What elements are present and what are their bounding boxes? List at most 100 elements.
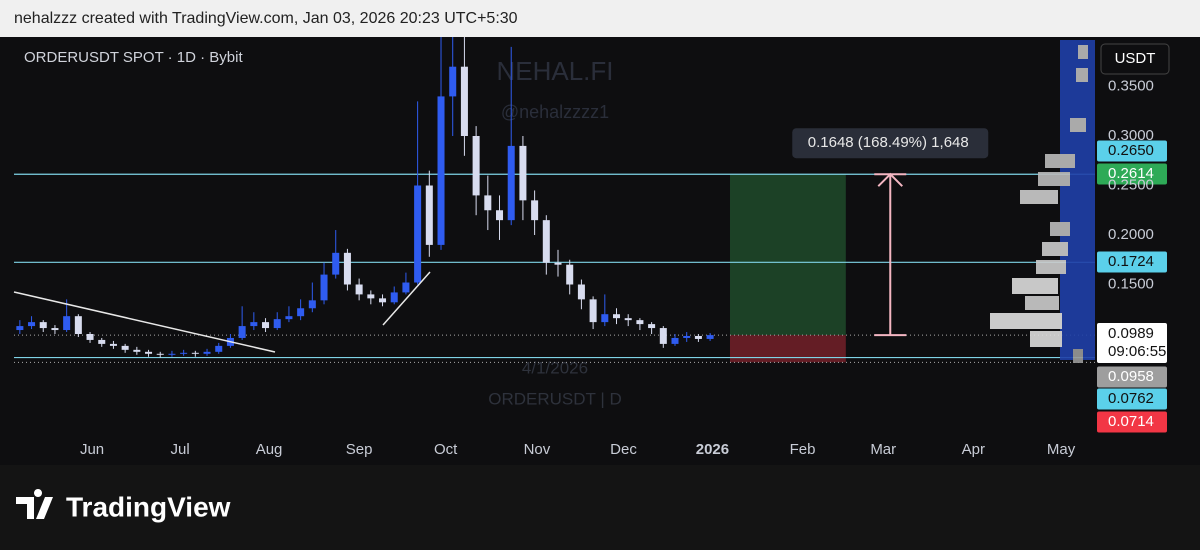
profile-bar	[1042, 242, 1068, 256]
candle-body	[437, 96, 445, 245]
candle-body	[203, 351, 211, 354]
candle-body	[98, 339, 106, 344]
plot: 0.1648 (168.49%) 1,648	[14, 37, 1095, 363]
candle-body	[250, 322, 258, 327]
price-label-box	[1097, 366, 1167, 388]
candle-body	[86, 334, 94, 340]
x-tick-label: Sep	[346, 441, 373, 458]
candle-body	[449, 66, 457, 97]
candle-body	[577, 284, 585, 300]
x-tick-label: May	[1047, 441, 1076, 458]
candle-body	[706, 335, 714, 339]
candle-body	[133, 349, 141, 352]
measure-tooltip	[792, 128, 989, 159]
countdown: 09:06:55	[1108, 343, 1166, 360]
x-tick-label: Aug	[256, 441, 283, 458]
candle-body	[659, 328, 667, 344]
candle-body	[694, 335, 702, 339]
profile-bar	[1038, 172, 1070, 186]
candle-body	[519, 145, 527, 201]
x-tick-label: Mar	[870, 441, 896, 458]
header-bar	[0, 0, 1200, 37]
candle-body	[671, 337, 679, 344]
volume-profile	[990, 40, 1095, 363]
candle-body	[589, 299, 597, 323]
candle-body	[262, 322, 270, 329]
profile-bar	[1036, 260, 1066, 274]
profile-bar	[1070, 118, 1086, 132]
x-tick-label: 2026	[696, 441, 729, 458]
y-tick-label: 0.2000	[1108, 226, 1154, 243]
candle-body	[484, 195, 492, 211]
price-label-box	[1097, 140, 1167, 162]
candle-body	[683, 335, 691, 338]
profile-bar	[1025, 296, 1059, 310]
target-zone	[729, 174, 846, 336]
header-text: nehalzzz created with TradingView.com, J…	[14, 10, 518, 27]
candle-body	[355, 284, 363, 295]
candle-body	[601, 314, 609, 323]
x-tick-label: Apr	[962, 441, 985, 458]
currency-button[interactable]	[1100, 43, 1170, 75]
profile-bar	[1076, 68, 1088, 82]
candle-body	[63, 316, 71, 331]
candle-body	[145, 351, 153, 354]
candle-body	[238, 326, 246, 338]
candle-body	[531, 200, 539, 221]
candle-body	[28, 322, 36, 327]
candle-body	[332, 252, 340, 275]
price-label: 0.0714	[1108, 413, 1154, 430]
chart-area	[0, 37, 1200, 465]
measure-arrow	[877, 172, 903, 187]
chart-title: ORDERUSDT SPOT · 1D · Bybit	[24, 49, 243, 66]
price-label: 0.0989	[1108, 325, 1154, 342]
candle-body	[367, 294, 375, 299]
candle-body	[51, 328, 59, 331]
candle-body	[215, 345, 223, 352]
price-label: 0.2614	[1108, 165, 1154, 182]
trendline	[13, 291, 276, 353]
candle-body	[460, 66, 468, 136]
profile-bar	[1030, 331, 1062, 347]
candle-body	[414, 185, 422, 283]
candle-body	[624, 318, 632, 321]
symbol-watermark: ORDERUSDT | D	[488, 389, 622, 408]
trendline	[382, 271, 431, 326]
logo-text: TradingView	[66, 491, 231, 522]
price-label-box	[1097, 251, 1167, 273]
logo: TradingView	[16, 489, 231, 522]
profile-bar	[990, 313, 1062, 329]
currency-label[interactable]: USDT	[1115, 50, 1156, 67]
logo-icon	[16, 489, 53, 519]
candle-body	[636, 320, 644, 325]
candle-body	[390, 292, 398, 303]
price-label-box	[1097, 163, 1167, 185]
candle-body	[121, 345, 129, 350]
candle-body	[542, 220, 550, 263]
candle-body	[648, 324, 656, 329]
candle-body	[612, 314, 621, 319]
candle-body	[566, 264, 574, 285]
x-tick-label: Jul	[171, 441, 190, 458]
price-label-box	[1097, 411, 1167, 433]
x-tick-label: Jun	[80, 441, 104, 458]
candle-body	[285, 316, 293, 320]
candle-body	[273, 319, 281, 329]
candle-body	[472, 136, 480, 196]
candle-body	[16, 326, 24, 331]
profile-bar	[1045, 154, 1075, 168]
y-tick-label: 0.3500	[1108, 77, 1154, 94]
candle-body	[343, 252, 351, 285]
candle-body	[554, 262, 562, 265]
profile-bar	[1020, 190, 1058, 204]
y-tick-label: 0.1500	[1108, 275, 1154, 292]
profile-bar	[1012, 278, 1058, 294]
candle-body	[156, 353, 164, 355]
stop-zone	[729, 335, 846, 363]
candle-body	[180, 352, 188, 354]
watermark: @nehalzzzz1	[501, 102, 609, 122]
candle-body	[402, 282, 410, 293]
x-tick-label: Oct	[434, 441, 458, 458]
